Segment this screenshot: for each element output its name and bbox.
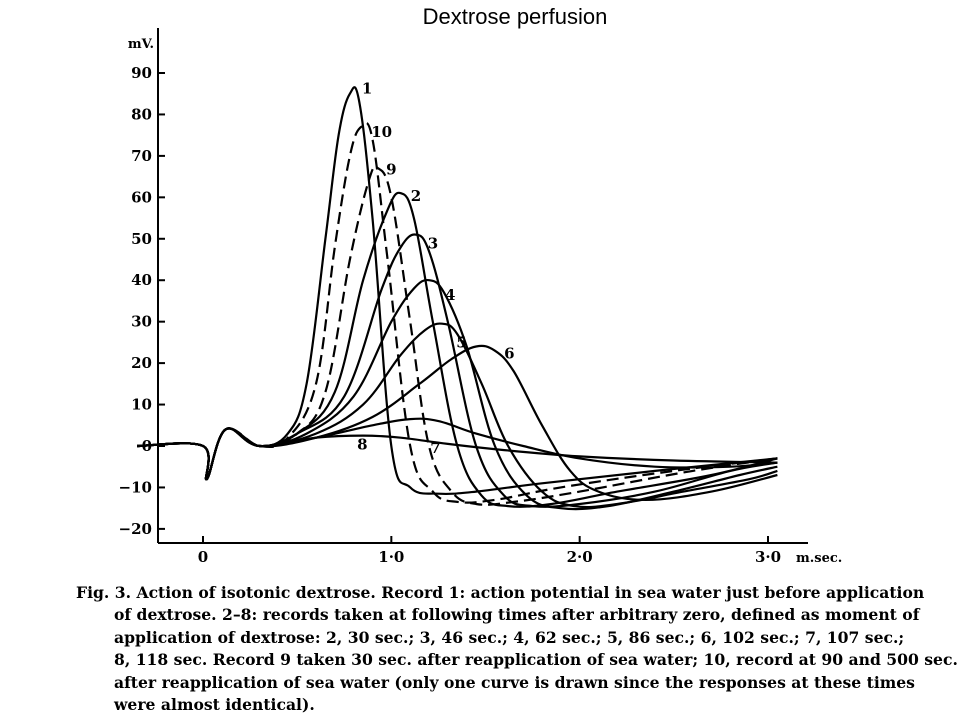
caption-line: 8, 118 sec. Record 9 taken 30 sec. after… [114, 650, 958, 670]
caption-line: were almost identical). [114, 695, 315, 715]
x-tick-label: 2·0 [567, 548, 593, 566]
x-unit-label: m.sec. [796, 551, 842, 566]
y-tick-label: 60 [131, 188, 152, 206]
x-tick-label: 0 [198, 548, 208, 566]
x-tick-label: 1·0 [378, 548, 404, 566]
curve-1 [137, 86, 778, 496]
caption-line: Fig. 3. Action of isotonic dextrose. Rec… [76, 583, 925, 602]
caption-line: of dextrose. 2–8: records taken at follo… [114, 605, 920, 625]
curve-label-4: 4 [445, 286, 455, 304]
y-tick-label: 30 [131, 313, 152, 331]
curve-label-6: 6 [504, 345, 514, 363]
curve-label-7: 7 [430, 439, 440, 457]
y-unit-label: mV. [128, 37, 154, 52]
y-tick-label: 20 [131, 354, 152, 372]
curve-8 [137, 427, 778, 481]
y-tick-label: 70 [131, 147, 152, 165]
y-tick-label: 90 [131, 64, 152, 82]
curve-group [137, 86, 778, 511]
curve-9 [137, 165, 778, 506]
y-tick-label: 10 [131, 396, 152, 414]
x-tick-label: 3·0 [755, 548, 781, 566]
curve-label-8: 8 [357, 436, 367, 454]
y-tick-label: 40 [131, 271, 152, 289]
caption-line: application of dextrose: 2, 30 sec.; 3, … [114, 627, 905, 647]
y-tick-label: 50 [131, 230, 152, 248]
curve-label-10: 10 [371, 123, 392, 141]
curve-4 [137, 278, 778, 511]
curve-label-5: 5 [456, 334, 466, 352]
curve-label-2: 2 [411, 187, 421, 205]
curve-label-3: 3 [428, 235, 438, 253]
curve-3 [137, 233, 778, 508]
curve-label-1: 1 [362, 80, 372, 98]
y-tick-label: −20 [119, 520, 152, 538]
slide-title: Dextrose perfusion [422, 4, 608, 29]
y-tick-label: −10 [119, 478, 152, 496]
y-tick-label: 80 [131, 105, 152, 123]
caption-line: after reapplication of sea water (only o… [114, 672, 915, 692]
figure-caption: Fig. 3. Action of isotonic dextrose. Rec… [76, 582, 958, 716]
label-group: 1 10 92 3 4 5 6 7 8 [357, 80, 514, 457]
curve-label-9: 9 [386, 160, 396, 178]
